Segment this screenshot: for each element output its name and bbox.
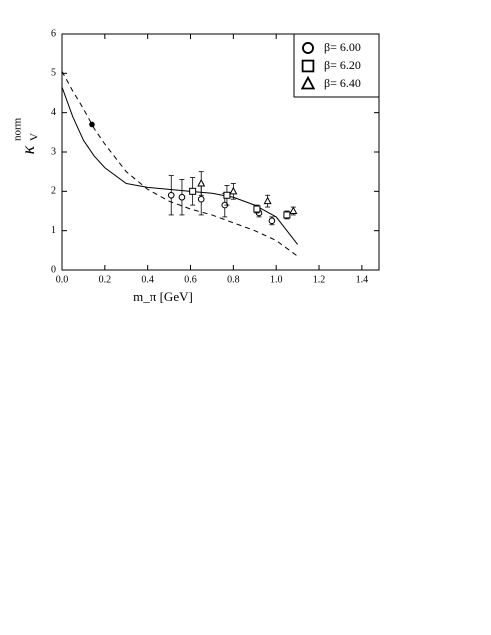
x-tick-label: 0.6: [184, 274, 197, 285]
marker: [301, 59, 315, 73]
fit-curve: [61, 71, 298, 257]
y-axis-label: κ V norm: [12, 117, 41, 154]
marker: [263, 196, 272, 205]
marker: [283, 211, 291, 219]
y-tick-label: 5: [51, 68, 56, 79]
y-label-sub: V: [29, 133, 41, 141]
x-tick-label: 1.2: [313, 274, 326, 285]
marker: [253, 205, 261, 213]
marker: [167, 191, 175, 199]
x-tick-label: 1.4: [356, 274, 369, 285]
x-axis-label: m_π [GeV]: [133, 289, 193, 304]
marker: [189, 187, 197, 195]
y-tick-label: 2: [51, 186, 56, 197]
legend: β= 6.00 β= 6.20 β= 6.40: [293, 33, 380, 98]
y-tick-label: 3: [51, 146, 56, 157]
x-tick-label: 0.4: [141, 274, 154, 285]
marker: [229, 186, 238, 195]
y-label-sup: norm: [12, 117, 24, 141]
legend-label: β= 6.00: [324, 40, 361, 54]
x-tick-label: 1.0: [270, 274, 283, 285]
x-tick-label: 0.2: [99, 274, 112, 285]
y-tick-label: 1: [51, 225, 56, 236]
x-tick-label: 0.0: [56, 274, 69, 285]
marker: [268, 217, 276, 225]
y-tick-label: 4: [51, 107, 56, 118]
marker: [223, 191, 231, 199]
fit-curve: [61, 86, 299, 245]
marker: [197, 195, 205, 203]
physical-point: [89, 121, 95, 128]
y-tick-label: 6: [51, 28, 56, 39]
legend-label: β= 6.20: [324, 58, 361, 72]
marker: [197, 178, 206, 187]
y-tick-label: 0: [51, 264, 56, 275]
legend-label: β= 6.40: [324, 76, 361, 90]
marker: [302, 42, 314, 54]
marker: [178, 193, 186, 201]
marker: [300, 75, 316, 90]
y-label-symbol: κ: [18, 145, 38, 154]
x-tick-label: 0.8: [227, 274, 240, 285]
marker: [289, 206, 298, 214]
